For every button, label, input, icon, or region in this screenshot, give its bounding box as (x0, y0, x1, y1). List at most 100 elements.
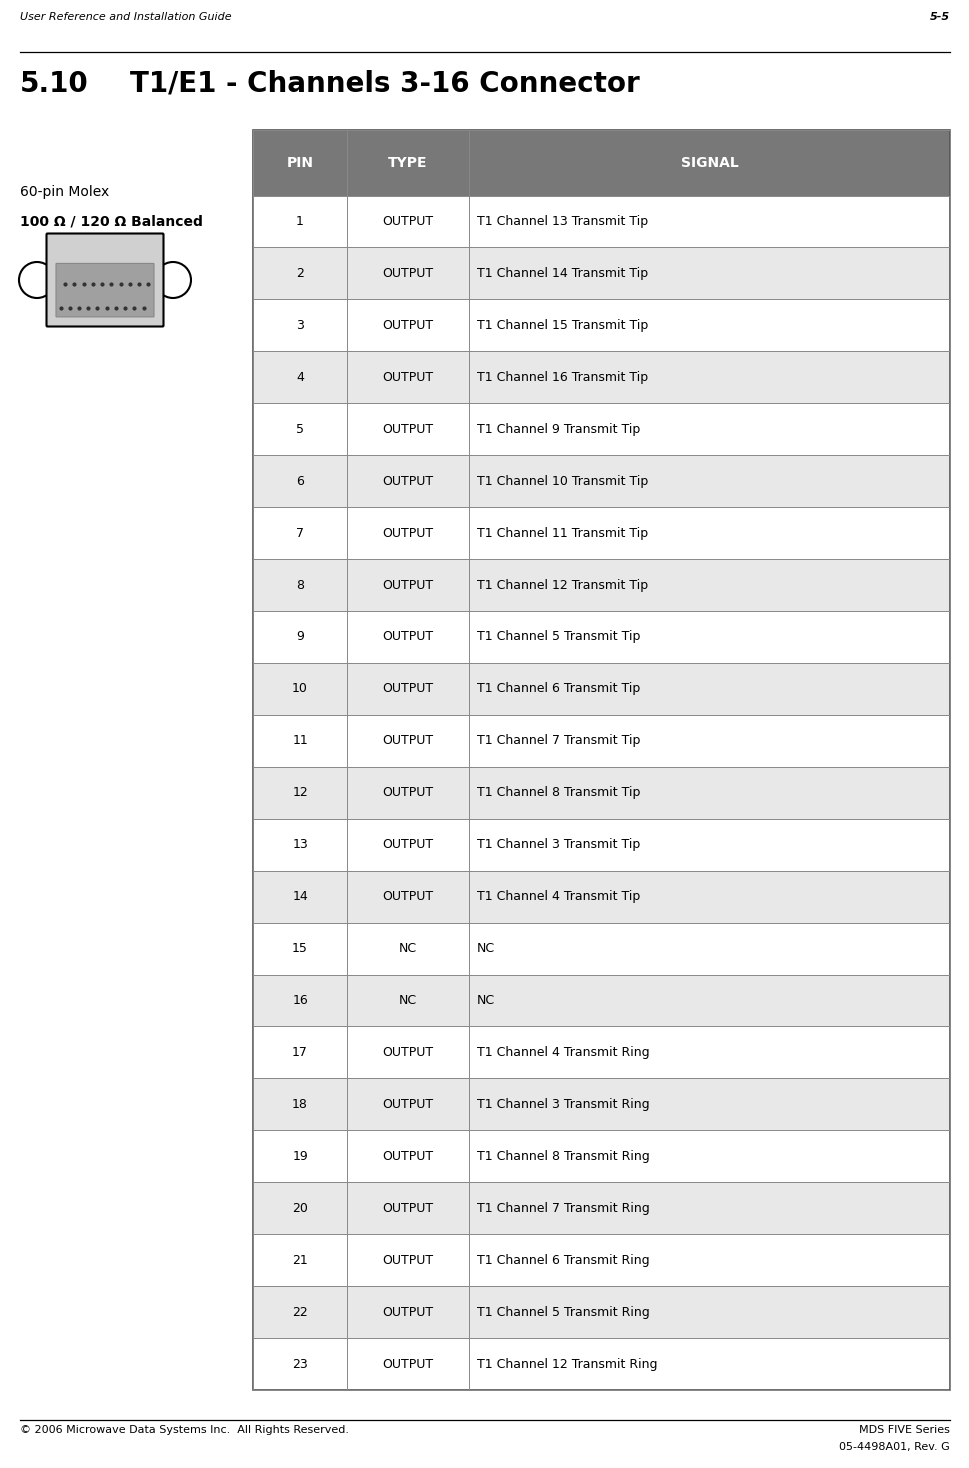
Bar (469, 1235, 950, 1286)
Bar (469, 506, 950, 559)
Text: T1 Channel 6 Transmit Tip: T1 Channel 6 Transmit Tip (477, 683, 641, 696)
Bar (469, 559, 950, 611)
Text: 15: 15 (292, 942, 308, 956)
Bar (469, 871, 950, 922)
Text: T1 Channel 7 Transmit Tip: T1 Channel 7 Transmit Tip (477, 734, 641, 747)
Bar (347, 611, 469, 664)
Bar (253, 404, 347, 455)
Text: 19: 19 (293, 1149, 308, 1163)
Text: 17: 17 (292, 1045, 308, 1058)
Bar (347, 871, 469, 922)
Text: T1 Channel 8 Transmit Ring: T1 Channel 8 Transmit Ring (477, 1149, 650, 1163)
Text: T1 Channel 14 Transmit Tip: T1 Channel 14 Transmit Tip (477, 267, 648, 280)
Text: 13: 13 (293, 838, 308, 851)
Text: T1 Channel 10 Transmit Tip: T1 Channel 10 Transmit Tip (477, 474, 648, 487)
Text: NC: NC (477, 994, 495, 1007)
Bar (347, 1182, 469, 1235)
Bar (253, 131, 347, 195)
Text: T1/E1 - Channels 3-16 Connector: T1/E1 - Channels 3-16 Connector (130, 70, 640, 98)
Bar (253, 715, 347, 766)
Text: 4: 4 (297, 371, 304, 383)
Text: PIN: PIN (287, 156, 314, 170)
Bar (347, 299, 469, 351)
Bar (469, 715, 950, 766)
Bar (253, 922, 347, 975)
Bar (469, 248, 950, 299)
Text: 3: 3 (297, 319, 304, 332)
Bar (347, 455, 469, 506)
Bar (469, 819, 950, 871)
Bar (347, 506, 469, 559)
Text: OUTPUT: OUTPUT (383, 1098, 434, 1111)
Bar (253, 766, 347, 819)
Bar (347, 819, 469, 871)
Bar (347, 664, 469, 715)
FancyBboxPatch shape (47, 233, 164, 326)
Bar (347, 559, 469, 611)
Text: 12: 12 (293, 787, 308, 799)
Text: OUTPUT: OUTPUT (383, 1149, 434, 1163)
Bar (253, 975, 347, 1026)
Text: OUTPUT: OUTPUT (383, 214, 434, 228)
Bar (253, 1235, 347, 1286)
Text: OUTPUT: OUTPUT (383, 890, 434, 903)
Bar (253, 1130, 347, 1182)
Bar (253, 455, 347, 506)
Text: 5-5: 5-5 (930, 12, 950, 22)
Bar (469, 455, 950, 506)
Bar (469, 766, 950, 819)
Bar (347, 975, 469, 1026)
Text: OUTPUT: OUTPUT (383, 1202, 434, 1214)
Text: 23: 23 (293, 1358, 308, 1371)
Text: T1 Channel 12 Transmit Ring: T1 Channel 12 Transmit Ring (477, 1358, 658, 1371)
Text: 100 Ω / 120 Ω Balanced: 100 Ω / 120 Ω Balanced (20, 214, 203, 229)
Text: 60-pin Molex: 60-pin Molex (20, 185, 109, 200)
Text: 21: 21 (293, 1254, 308, 1267)
Bar (469, 404, 950, 455)
Bar (469, 975, 950, 1026)
Bar (253, 1286, 347, 1337)
Text: T1 Channel 7 Transmit Ring: T1 Channel 7 Transmit Ring (477, 1202, 650, 1214)
Bar (253, 1079, 347, 1130)
Bar (347, 766, 469, 819)
Text: 22: 22 (293, 1305, 308, 1318)
Bar (469, 611, 950, 664)
Bar (347, 1235, 469, 1286)
Text: T1 Channel 6 Transmit Ring: T1 Channel 6 Transmit Ring (477, 1254, 649, 1267)
Bar (347, 351, 469, 404)
Text: T1 Channel 4 Transmit Ring: T1 Channel 4 Transmit Ring (477, 1045, 649, 1058)
Text: TYPE: TYPE (389, 156, 428, 170)
Text: 20: 20 (292, 1202, 308, 1214)
Bar (253, 1337, 347, 1390)
Text: 5.10: 5.10 (20, 70, 89, 98)
Bar (253, 131, 950, 1390)
Bar (253, 506, 347, 559)
Text: 18: 18 (292, 1098, 308, 1111)
Text: T1 Channel 13 Transmit Tip: T1 Channel 13 Transmit Tip (477, 214, 648, 228)
Text: OUTPUT: OUTPUT (383, 474, 434, 487)
Text: T1 Channel 16 Transmit Tip: T1 Channel 16 Transmit Tip (477, 371, 648, 383)
Text: NC: NC (399, 994, 417, 1007)
Bar (469, 1337, 950, 1390)
Text: 7: 7 (297, 527, 304, 540)
Text: OUTPUT: OUTPUT (383, 734, 434, 747)
Bar (469, 195, 950, 248)
Text: NC: NC (477, 942, 495, 956)
Bar (253, 299, 347, 351)
Text: OUTPUT: OUTPUT (383, 1305, 434, 1318)
Text: OUTPUT: OUTPUT (383, 423, 434, 436)
Bar (469, 299, 950, 351)
Text: 8: 8 (297, 578, 304, 592)
Bar (347, 1337, 469, 1390)
Bar (253, 1026, 347, 1079)
Text: OUTPUT: OUTPUT (383, 527, 434, 540)
Text: 11: 11 (293, 734, 308, 747)
Bar (253, 195, 347, 248)
Text: OUTPUT: OUTPUT (383, 1358, 434, 1371)
Text: 6: 6 (297, 474, 304, 487)
Text: T1 Channel 12 Transmit Tip: T1 Channel 12 Transmit Tip (477, 578, 648, 592)
Text: SIGNAL: SIGNAL (680, 156, 738, 170)
Bar (347, 404, 469, 455)
Text: User Reference and Installation Guide: User Reference and Installation Guide (20, 12, 232, 22)
Bar (253, 871, 347, 922)
